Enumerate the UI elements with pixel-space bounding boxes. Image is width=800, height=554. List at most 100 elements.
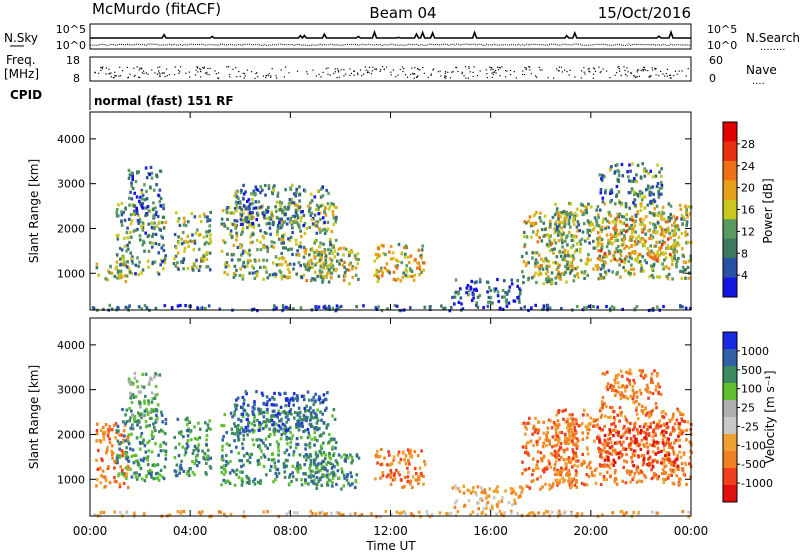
range-gate-cell (534, 221, 538, 225)
nsearch-dots: ........ (760, 42, 785, 53)
range-gate-cell (281, 223, 284, 227)
range-gate-cell (563, 216, 566, 220)
range-gate-cell (294, 446, 298, 450)
range-gate-cell (657, 422, 661, 426)
freq-point (491, 72, 493, 74)
echo-region (520, 210, 579, 286)
range-gate-cell (412, 278, 416, 282)
range-gate-cell (160, 410, 163, 414)
range-gate-cell (608, 220, 611, 225)
range-gate-cell (290, 197, 294, 201)
range-gate-cell (633, 239, 637, 244)
range-gate-cell (542, 259, 545, 263)
range-gate-cell (273, 414, 276, 418)
range-gate-cell (627, 271, 631, 275)
range-gate-cell (626, 428, 629, 432)
range-gate-cell (673, 233, 676, 238)
range-gate-cell (489, 296, 493, 300)
range-gate-cell (150, 391, 154, 395)
range-gate-cell (116, 271, 120, 275)
range-gate-cell (158, 227, 161, 231)
range-gate-cell (565, 210, 568, 214)
range-gate-cell (645, 261, 648, 265)
range-gate-cell (105, 448, 109, 452)
range-gate-cell (685, 241, 688, 245)
range-gate-cell (658, 275, 662, 279)
freq-point (525, 68, 527, 71)
range-gate-cell (567, 442, 571, 446)
range-gate-cell (617, 452, 621, 456)
range-gate-cell (313, 443, 316, 447)
range-gate-cell (575, 304, 579, 309)
range-gate-cell (618, 232, 621, 236)
freq-point (422, 67, 424, 69)
range-gate-cell (547, 277, 551, 281)
range-gate-cell (173, 469, 177, 473)
range-gate-cell (625, 436, 629, 440)
range-gate-cell (230, 222, 234, 226)
range-gate-cell (339, 246, 343, 250)
range-gate-cell (223, 472, 226, 476)
freq-point (382, 66, 384, 68)
range-gate-cell (662, 211, 666, 215)
range-gate-cell (220, 457, 224, 461)
range-gate-cell (631, 235, 635, 239)
range-gate-cell (535, 440, 538, 444)
range-gate-cell (337, 306, 341, 310)
range-gate-cell (294, 210, 298, 214)
range-gate-cell (501, 496, 504, 500)
range-gate-cell (235, 472, 238, 477)
range-gate-cell (687, 510, 691, 515)
range-gate-cell (124, 439, 127, 443)
range-gate-cell (605, 233, 609, 237)
range-gate-cell (616, 177, 620, 181)
range-gate-cell (615, 247, 618, 251)
range-gate-cell (135, 471, 138, 475)
range-gate-cell (343, 274, 347, 278)
range-gate-cell (494, 287, 498, 291)
range-gate-cell (123, 236, 126, 240)
range-gate-cell (635, 437, 638, 442)
range-gate-cell (483, 490, 486, 494)
freq-point (266, 75, 268, 77)
range-gate-cell (393, 472, 396, 476)
range-gate-cell (342, 473, 346, 477)
range-gate-cell (318, 469, 322, 473)
range-gate-cell (324, 213, 328, 217)
range-gate-cell (291, 464, 295, 468)
range-gate-cell (623, 257, 627, 261)
range-gate-cell (357, 456, 361, 460)
range-gate-cell (279, 425, 282, 430)
range-gate-cell (149, 377, 152, 381)
range-gate-cell (374, 306, 378, 310)
range-gate-cell (264, 444, 267, 448)
range-gate-cell (639, 191, 642, 195)
range-gate-cell (253, 407, 256, 411)
range-gate-cell (549, 234, 552, 238)
range-gate-cell (651, 175, 655, 179)
range-gate-cell (122, 429, 126, 433)
range-gate-cell (617, 199, 621, 203)
range-gate-cell (652, 262, 656, 266)
range-gate-cell (254, 206, 258, 210)
range-gate-cell (175, 463, 179, 467)
range-gate-cell (667, 272, 671, 276)
range-gate-cell (130, 235, 133, 239)
range-gate-cell (631, 388, 635, 392)
freq-point (380, 69, 382, 71)
range-gate-cell (134, 263, 138, 267)
range-gate-cell (328, 432, 331, 437)
range-gate-cell (404, 244, 408, 248)
range-gate-cell (240, 188, 243, 192)
range-gate-cell (523, 468, 526, 472)
range-gate-cell (557, 239, 561, 243)
range-gate-cell (666, 226, 670, 230)
freq-point (127, 77, 129, 79)
range-gate-cell (461, 307, 465, 311)
range-gate-cell (525, 484, 529, 488)
range-gate-cell (558, 431, 561, 435)
range-gate-cell (223, 413, 227, 417)
range-gate-cell (125, 476, 128, 480)
freq-point (654, 67, 656, 69)
freq-point (195, 69, 197, 71)
